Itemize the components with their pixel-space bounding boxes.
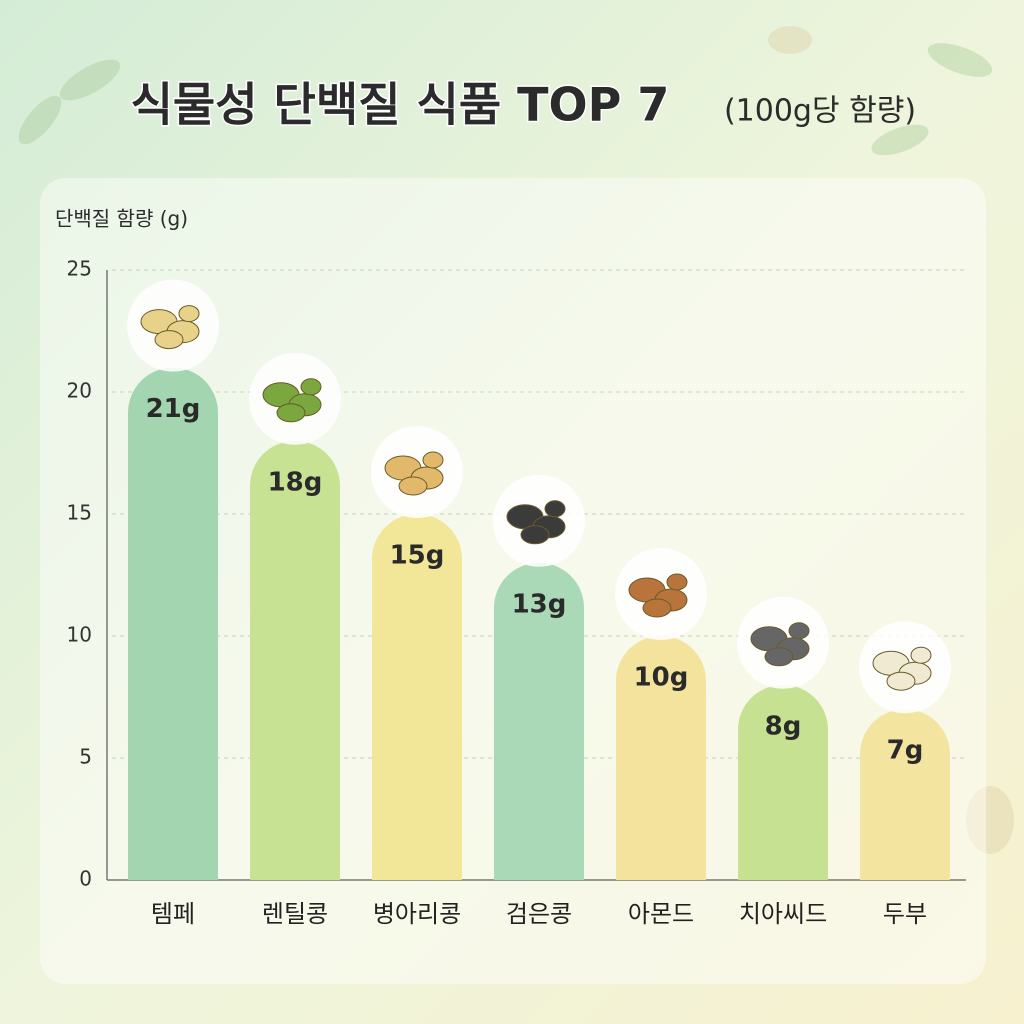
icon-shape bbox=[520, 525, 550, 545]
y-tick-label: 15 bbox=[67, 501, 92, 525]
food-icon bbox=[859, 621, 951, 714]
food-icon bbox=[493, 474, 585, 567]
icon-shape bbox=[276, 403, 306, 423]
chart-subtitle: (100g당 함량) bbox=[724, 94, 916, 129]
icon-shape bbox=[886, 671, 916, 691]
icon-shape bbox=[154, 330, 184, 350]
bar bbox=[250, 440, 340, 880]
icon-shape bbox=[398, 476, 428, 496]
icon-shape bbox=[764, 647, 794, 667]
food-icon bbox=[615, 548, 707, 640]
x-tick-label: 템페 bbox=[151, 900, 195, 928]
bar bbox=[616, 636, 706, 880]
bar bbox=[738, 684, 828, 880]
icon-shape bbox=[788, 622, 810, 640]
x-tick-label: 치아씨드 bbox=[739, 900, 827, 928]
bar bbox=[860, 709, 950, 880]
y-tick-label: 10 bbox=[67, 623, 92, 647]
value-label: 10g bbox=[634, 663, 689, 693]
value-label: 15g bbox=[390, 541, 445, 571]
value-label: 8g bbox=[765, 711, 802, 741]
value-label: 13g bbox=[512, 589, 567, 619]
bar bbox=[128, 367, 218, 881]
icon-shape bbox=[910, 646, 932, 664]
y-tick-label: 25 bbox=[67, 257, 92, 281]
y-tick-label: 20 bbox=[67, 379, 92, 403]
icon-shape bbox=[666, 573, 688, 591]
decor bbox=[18, 26, 1014, 854]
value-label: 18g bbox=[268, 467, 323, 497]
x-tick-label: 병아리콩 bbox=[373, 900, 461, 928]
chart-title: 식물성 단백질 식품 TOP 7 bbox=[131, 78, 670, 132]
food-icon bbox=[737, 596, 829, 689]
icon-shape bbox=[422, 451, 444, 469]
y-tick-label: 5 bbox=[79, 745, 92, 769]
y-axis-label: 단백질 함량 (g) bbox=[55, 207, 188, 231]
value-label: 7g bbox=[887, 736, 924, 766]
food-icon bbox=[127, 279, 219, 372]
x-tick-label: 두부 bbox=[883, 900, 927, 928]
x-tick-label: 렌틸콩 bbox=[262, 900, 328, 928]
food-icon bbox=[371, 426, 463, 518]
food-icon bbox=[249, 352, 341, 445]
icon-shape bbox=[178, 305, 200, 323]
bar bbox=[372, 514, 462, 880]
bar bbox=[494, 562, 584, 880]
icon-shape bbox=[642, 598, 672, 618]
icon-shape bbox=[544, 500, 566, 518]
x-tick-label: 아몬드 bbox=[628, 900, 694, 928]
y-tick-label: 0 bbox=[79, 867, 92, 891]
icon-shape bbox=[300, 378, 322, 396]
value-label: 21g bbox=[146, 394, 201, 424]
x-tick-label: 검은콩 bbox=[506, 900, 572, 928]
